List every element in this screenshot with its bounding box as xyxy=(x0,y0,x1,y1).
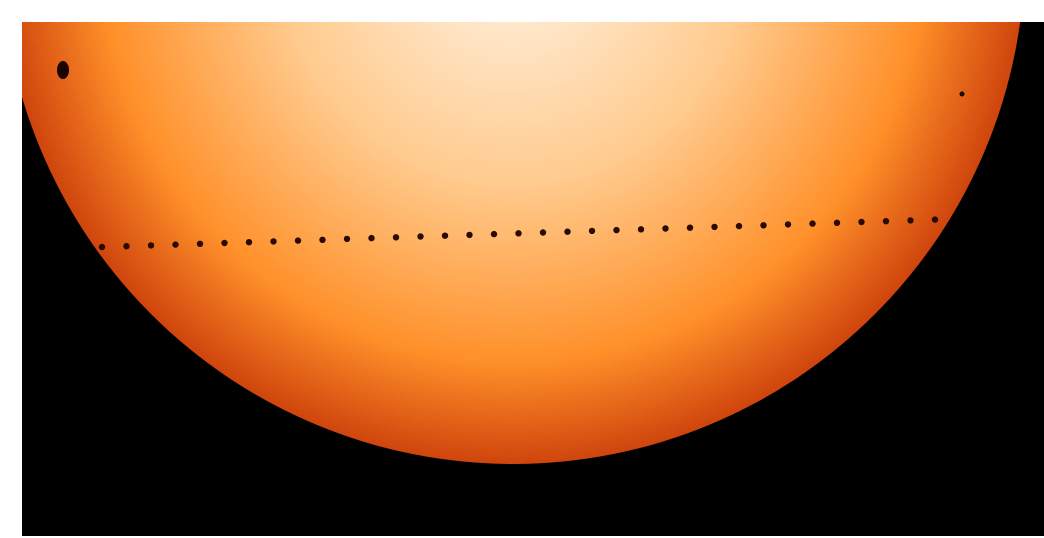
transit-dot xyxy=(735,222,743,230)
transit-dot xyxy=(858,218,865,226)
transit-dot xyxy=(809,220,816,227)
transit-dot xyxy=(490,230,498,238)
transit-dot xyxy=(392,234,400,241)
transit-dot xyxy=(711,223,718,231)
transit-dot xyxy=(784,221,792,228)
transit-dot xyxy=(319,236,326,243)
transit-dot xyxy=(466,231,473,239)
transit-dot xyxy=(294,237,302,244)
transit-dot xyxy=(98,243,106,251)
transit-dot xyxy=(662,225,669,232)
transit-dot xyxy=(613,226,620,234)
transit-dot xyxy=(882,218,890,225)
transit-dot xyxy=(147,242,155,249)
transit-dot xyxy=(441,232,449,239)
transit-dot xyxy=(637,226,645,233)
transit-dot xyxy=(833,219,841,226)
transit-dot xyxy=(343,235,351,243)
transit-dot xyxy=(270,238,277,245)
transit-dot xyxy=(368,234,375,242)
transit-dot xyxy=(907,217,914,224)
sun-granulation xyxy=(22,22,1025,464)
transit-dot xyxy=(245,239,253,246)
transit-dot xyxy=(417,233,424,240)
transit-dot xyxy=(760,222,767,229)
transit-dot xyxy=(515,230,522,237)
sunspots xyxy=(57,61,965,97)
solar-photo xyxy=(22,22,1044,536)
transit-dot xyxy=(539,229,547,236)
transit-dot xyxy=(564,228,571,235)
sunspot-large-left xyxy=(57,61,69,79)
sun-image xyxy=(22,22,1044,536)
transit-dot xyxy=(931,216,939,223)
transit-track xyxy=(98,214,988,251)
transit-dot xyxy=(123,243,130,250)
transit-dot xyxy=(172,241,179,248)
transit-dot xyxy=(588,227,596,235)
transit-dot xyxy=(686,224,694,231)
sunspot-small-right xyxy=(959,91,965,97)
transit-dot xyxy=(221,239,228,247)
transit-dot xyxy=(196,240,204,247)
